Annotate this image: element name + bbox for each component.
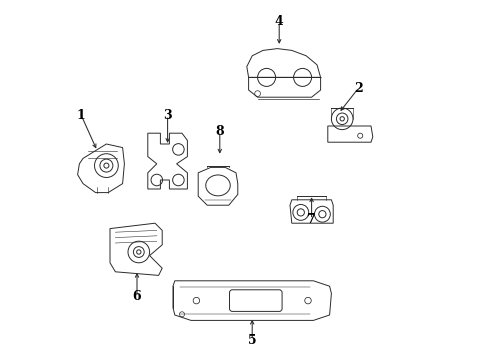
Text: 7: 7 (307, 213, 316, 226)
Text: 5: 5 (248, 334, 256, 347)
Text: 4: 4 (275, 15, 284, 28)
Text: 1: 1 (77, 109, 86, 122)
Text: 3: 3 (163, 109, 172, 122)
Text: 6: 6 (133, 291, 141, 303)
Text: 2: 2 (354, 82, 363, 95)
Text: 8: 8 (216, 125, 224, 138)
